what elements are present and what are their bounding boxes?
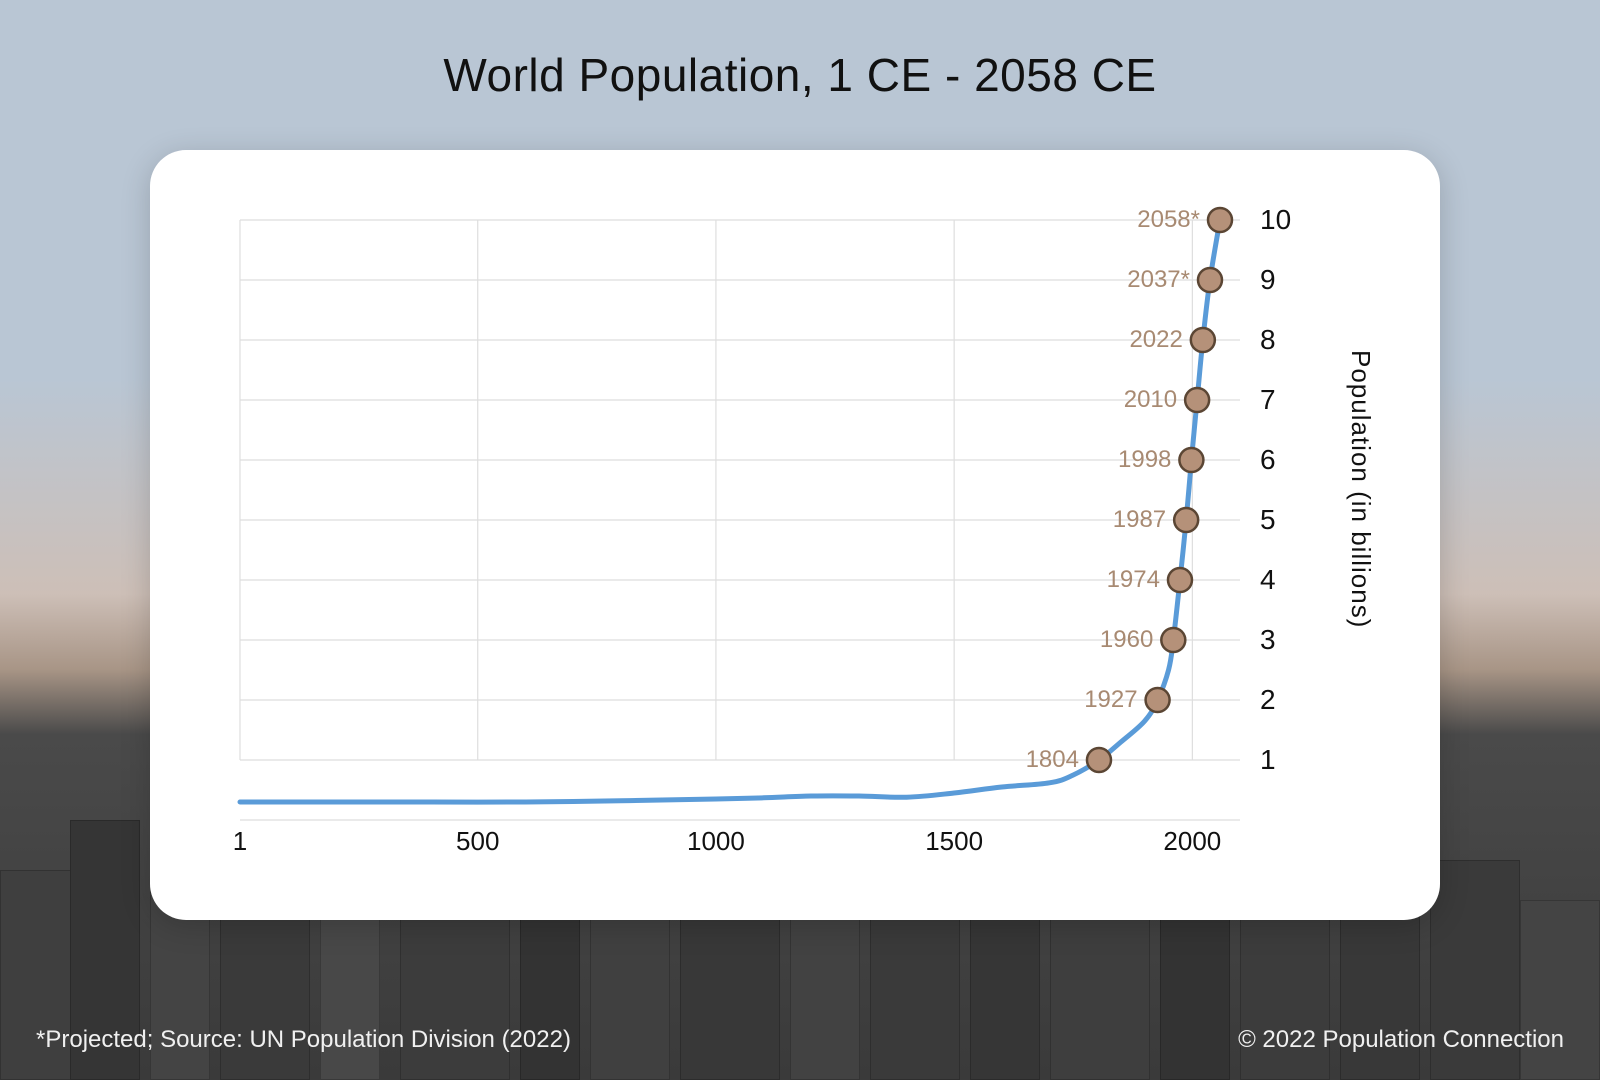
y-tick-label: 9 <box>1260 264 1310 296</box>
copyright: © 2022 Population Connection <box>1238 1026 1564 1054</box>
x-tick-label: 1 <box>233 826 247 857</box>
x-tick-label: 500 <box>456 826 499 857</box>
y-tick-label: 10 <box>1260 204 1310 236</box>
y-tick-label: 2 <box>1260 684 1310 716</box>
y-axis-labels: 1 2 3 4 5 6 7 8 9 10 <box>1260 190 1320 820</box>
x-axis-labels: 1500100015002000 <box>240 820 1240 860</box>
plot-area: 1500100015002000 <box>240 190 1240 820</box>
x-tick-label: 1500 <box>925 826 983 857</box>
y-tick-label: 4 <box>1260 564 1310 596</box>
population-chart <box>240 190 1240 820</box>
y-tick-label: 6 <box>1260 444 1310 476</box>
y-tick-label: 3 <box>1260 624 1310 656</box>
y-axis-title: Population (in billions) <box>1345 350 1376 628</box>
building <box>320 910 380 1080</box>
y-tick-label: 1 <box>1260 744 1310 776</box>
y-tick-label: 8 <box>1260 324 1310 356</box>
x-tick-label: 1000 <box>687 826 745 857</box>
chart-card: 1500100015002000 12345678910 18041927196… <box>150 150 1440 920</box>
chart-title: World Population, 1 CE - 2058 CE <box>0 48 1600 102</box>
y-tick-label: 5 <box>1260 504 1310 536</box>
y-tick-label: 7 <box>1260 384 1310 416</box>
footnote-source: *Projected; Source: UN Population Divisi… <box>36 1026 571 1054</box>
x-tick-label: 2000 <box>1163 826 1221 857</box>
